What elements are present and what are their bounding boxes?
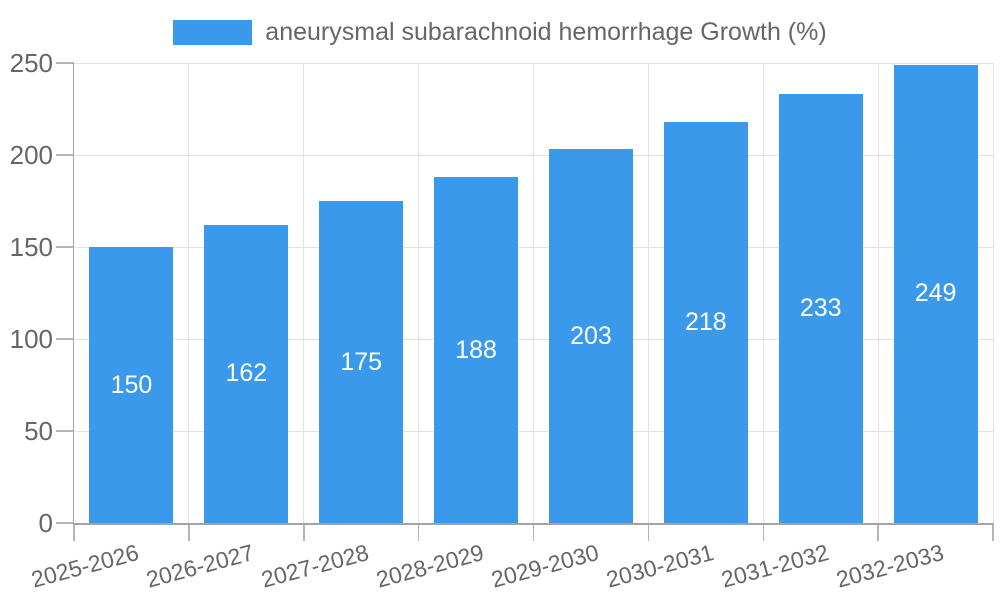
bar[interactable]: 175 [319,201,404,523]
y-axis-tick [56,522,74,524]
x-axis-tick [762,523,764,541]
x-axis-tick [532,523,535,541]
gridline-x [188,63,190,523]
x-axis-tick [992,523,994,541]
gridline-x [762,63,764,523]
gridline-x [877,63,879,523]
bar[interactable]: 150 [89,247,174,523]
bar-value-label: 218 [684,307,727,336]
x-axis-label: 2030-2031 [603,539,717,593]
bar[interactable]: 203 [548,149,633,523]
y-axis-line [72,63,74,525]
y-axis-label: 250 [9,48,53,78]
legend-label: aneurysmal subarachnoid hemorrhage Growt… [265,18,827,46]
bar[interactable]: 249 [893,64,978,523]
bar[interactable]: 233 [778,94,863,523]
gridline-x [647,63,649,523]
bar[interactable]: 188 [434,177,519,523]
bar-value-label: 188 [455,335,497,364]
y-axis-label: 150 [9,232,53,262]
y-axis-tick [56,62,74,64]
y-axis-tick [56,154,74,156]
y-axis-label: 0 [38,508,53,538]
gridline-x [992,63,994,523]
bar-value-label: 203 [570,321,612,350]
x-axis-tick [647,523,650,541]
x-axis-label: 2028-2029 [373,539,487,593]
x-axis-tick [73,523,75,541]
bar[interactable]: 218 [663,121,748,523]
legend[interactable]: aneurysmal subarachnoid hemorrhage Growt… [0,18,1000,47]
bar[interactable]: 162 [204,224,289,523]
bar-value-label: 249 [914,279,957,308]
y-axis-label: 50 [24,416,53,446]
x-axis-label: 2029-2030 [488,539,602,593]
x-axis-tick [303,523,305,541]
x-axis-label: 2026-2027 [143,539,257,593]
y-axis-tick [56,246,74,248]
x-axis-tick [417,523,420,541]
legend-swatch [173,20,253,45]
gridline-x [533,63,534,523]
bar-value-label: 233 [799,294,842,323]
x-axis-label: 2031-2032 [718,539,832,593]
x-axis-tick [877,523,879,541]
x-axis-tick [188,523,190,541]
y-axis-label: 200 [9,140,53,170]
y-axis-tick [56,430,74,432]
bar-value-label: 150 [110,370,153,399]
x-axis-line [74,523,993,525]
gridline-x [303,63,305,523]
gridline-x [418,63,420,523]
x-axis-label: 2032-2033 [833,539,947,593]
x-axis-label: 2025-2026 [28,539,142,593]
bar-value-label: 162 [225,359,268,388]
x-axis-label: 2027-2028 [258,539,372,593]
bar-value-label: 175 [340,347,383,376]
y-axis-label: 100 [9,324,53,354]
y-axis-tick [56,338,74,340]
